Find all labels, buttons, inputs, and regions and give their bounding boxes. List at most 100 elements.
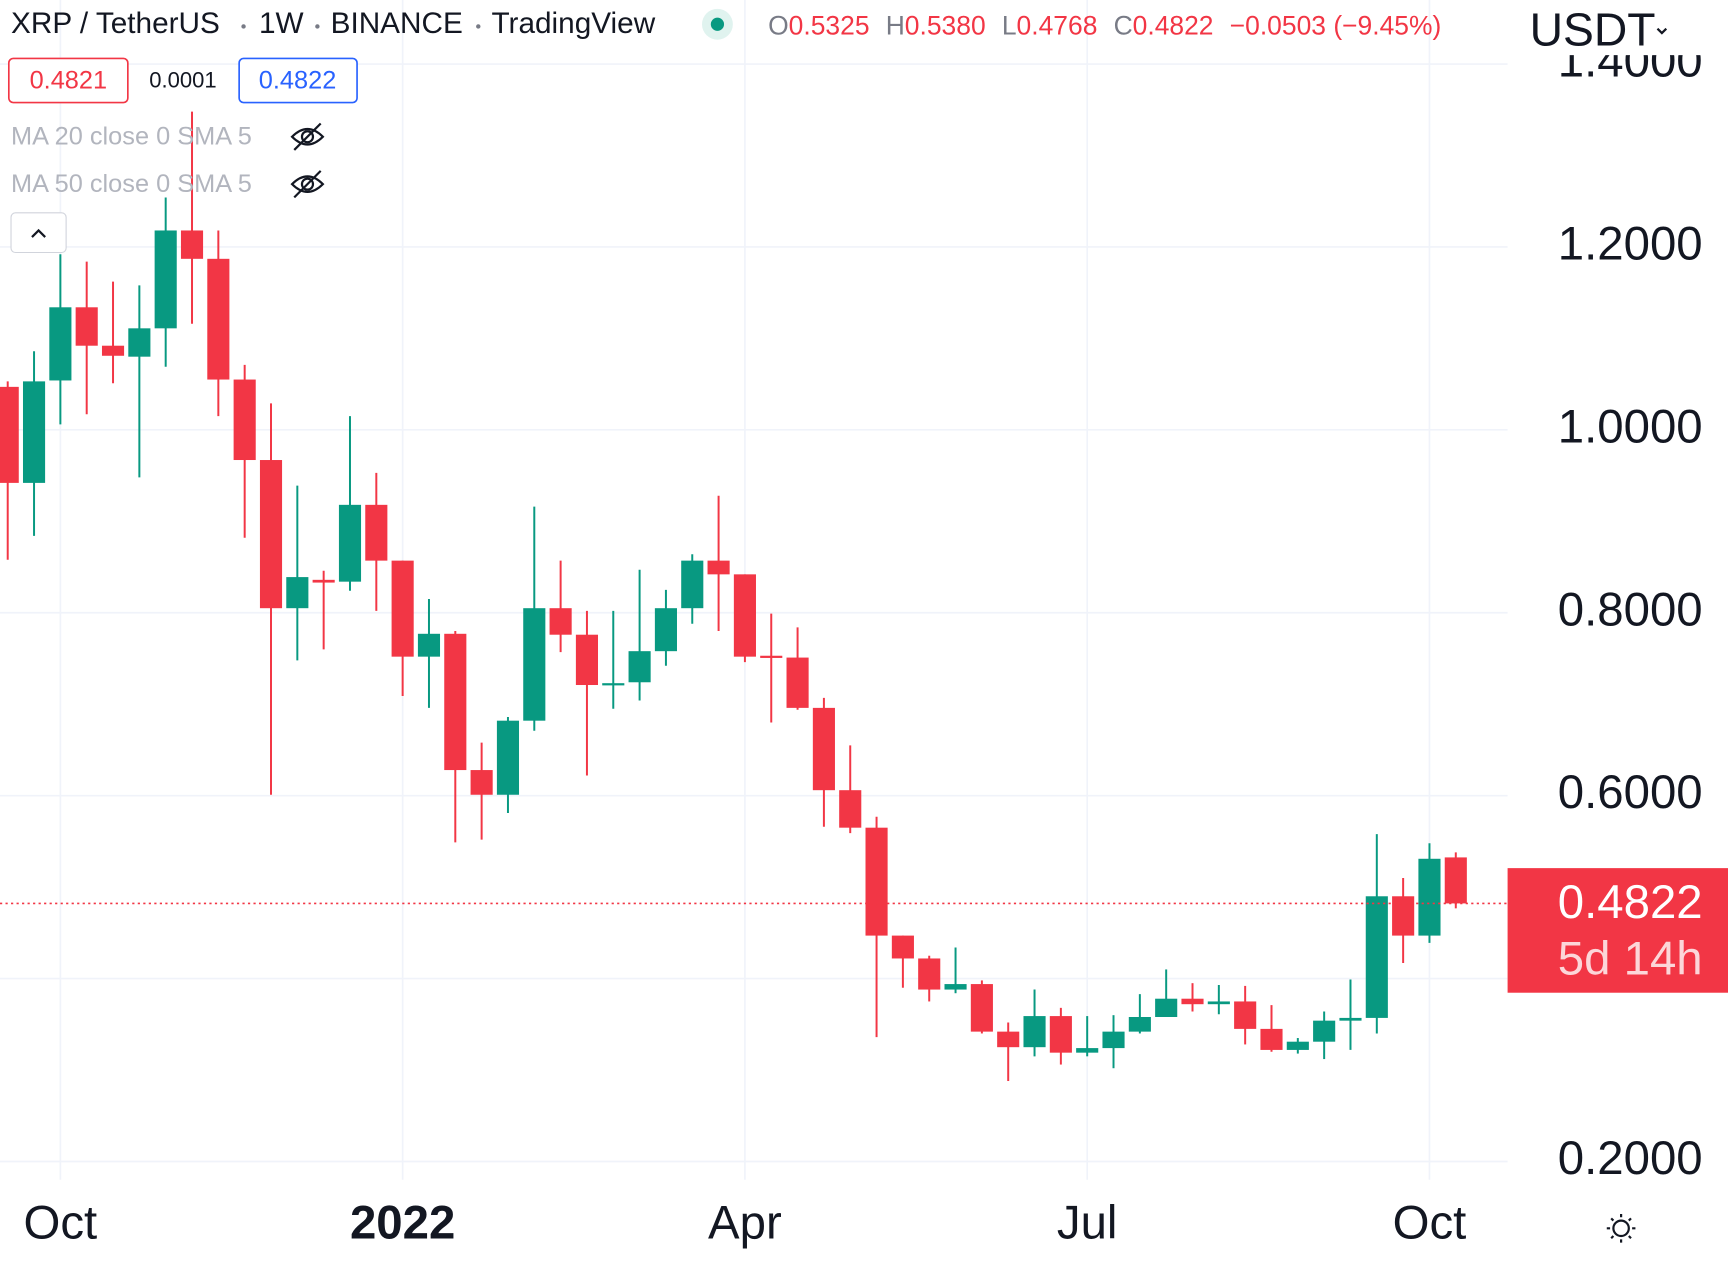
candle-body	[444, 633, 467, 771]
hidden-icon[interactable]	[290, 122, 325, 151]
ask-box[interactable]	[238, 57, 358, 104]
candle-body	[1313, 1020, 1336, 1042]
candle-body	[1102, 1031, 1125, 1049]
candle-body	[891, 935, 914, 959]
candle-body	[681, 560, 704, 609]
ohlc-label: H	[886, 11, 905, 41]
source: TradingView	[492, 7, 656, 40]
candle-body	[575, 634, 599, 686]
candle-body	[496, 720, 520, 795]
candle-body	[997, 1031, 1020, 1048]
symbol: XRP / TetherUS	[11, 7, 220, 40]
candle-body	[49, 307, 72, 381]
candle-body	[523, 608, 546, 721]
bid-box[interactable]	[7, 57, 129, 104]
candle-body	[944, 984, 967, 990]
candle-body	[22, 381, 46, 483]
change: −0.0503 (−9.45%)	[1230, 11, 1442, 41]
y-tick-label: 1.0000	[1558, 400, 1703, 453]
candle-body	[259, 460, 283, 609]
candle-body	[207, 258, 230, 380]
ohlc-value: 0.5380	[905, 11, 986, 41]
candle-body	[602, 683, 625, 686]
candle-body	[1023, 1016, 1046, 1048]
candle-body	[707, 560, 730, 575]
candle-body	[1260, 1028, 1283, 1050]
candle-body	[338, 504, 362, 582]
currency-caret	[1656, 27, 1668, 35]
settings-icon[interactable]	[1606, 1213, 1636, 1243]
collapse-caret	[31, 228, 46, 238]
candle-body	[417, 633, 441, 657]
candle-body	[1207, 1001, 1230, 1005]
candle-body	[1076, 1048, 1099, 1053]
countdown: 5d 14h	[1558, 932, 1703, 985]
interval: 1W	[259, 7, 304, 40]
header: XRP / TetherUS 1W BINANCE TradingView O0…	[7, 0, 1728, 254]
plot-area	[0, 0, 1508, 1180]
candle-body	[0, 386, 19, 483]
bid: 0.4821	[30, 66, 108, 94]
ohlc-label: C	[1114, 11, 1133, 41]
x-tick-label: Oct	[1393, 1197, 1467, 1250]
candle-body	[760, 655, 783, 658]
x-tick-label: Jul	[1057, 1197, 1118, 1250]
price-axis: 0.20000.40000.60000.80001.00001.20001.40…	[1507, 35, 1728, 1185]
candle-body	[1049, 1016, 1072, 1053]
candle-body	[1444, 857, 1467, 904]
candle-body	[970, 984, 993, 1032]
separator	[241, 24, 246, 29]
candle-body	[812, 707, 835, 791]
candle-body	[786, 657, 809, 708]
candle-body	[1418, 858, 1441, 936]
ohlc-legend: O0.5325 H0.5380 L0.4768 C0.4822 −0.0503 …	[768, 11, 1441, 41]
y-tick-label: 0.8000	[1558, 583, 1703, 636]
ohlc-label: L	[1002, 11, 1017, 41]
ohlc-value: 0.4768	[1017, 11, 1098, 41]
collapse-button[interactable]	[10, 212, 67, 254]
y-tick-label: 1.2000	[1558, 217, 1703, 270]
y-tick-label: 0.2000	[1558, 1132, 1703, 1185]
candle-body	[628, 651, 651, 683]
candle-body	[1392, 896, 1415, 936]
candle-body	[654, 608, 677, 652]
candle-body	[365, 504, 388, 561]
last-price-box	[1507, 868, 1728, 993]
candle-body	[233, 379, 256, 461]
ask: 0.4822	[259, 66, 337, 94]
candle-body	[865, 827, 888, 936]
x-tick-label: Apr	[708, 1197, 782, 1250]
ohlc-label: O	[768, 11, 789, 41]
candle-body	[286, 577, 309, 609]
candle-body	[1234, 1001, 1257, 1029]
currency[interactable]: USDT	[1530, 3, 1656, 55]
x-tick-label: Oct	[24, 1197, 98, 1250]
candle-body	[1128, 1016, 1151, 1032]
candle-body	[733, 574, 756, 657]
candle-body	[1181, 998, 1204, 1005]
candle-body	[128, 328, 151, 357]
candle-body	[1365, 896, 1388, 1018]
candle-body	[1155, 998, 1178, 1017]
candle-body	[154, 230, 177, 329]
candle-body	[470, 770, 493, 795]
separator	[315, 24, 320, 29]
candle-body	[918, 958, 941, 990]
separator	[476, 24, 481, 29]
candle-body	[391, 560, 414, 657]
candle-body	[1286, 1041, 1309, 1050]
candle-body	[75, 307, 98, 346]
indicator[interactable]: MA 50 close 0 SMA 5	[11, 170, 252, 198]
hidden-icon[interactable]	[290, 170, 325, 199]
candle-body	[101, 345, 125, 356]
x-tick-label: 2022	[350, 1197, 455, 1250]
candle-body	[549, 608, 572, 635]
y-tick-label: 0.6000	[1558, 766, 1703, 819]
candle-body	[839, 790, 862, 828]
indicator[interactable]: MA 20 close 0 SMA 5	[11, 123, 252, 151]
candle-body	[180, 230, 204, 259]
status-dot	[710, 17, 725, 31]
candle-body	[312, 579, 335, 583]
ohlc-value: 0.4822	[1133, 11, 1214, 41]
